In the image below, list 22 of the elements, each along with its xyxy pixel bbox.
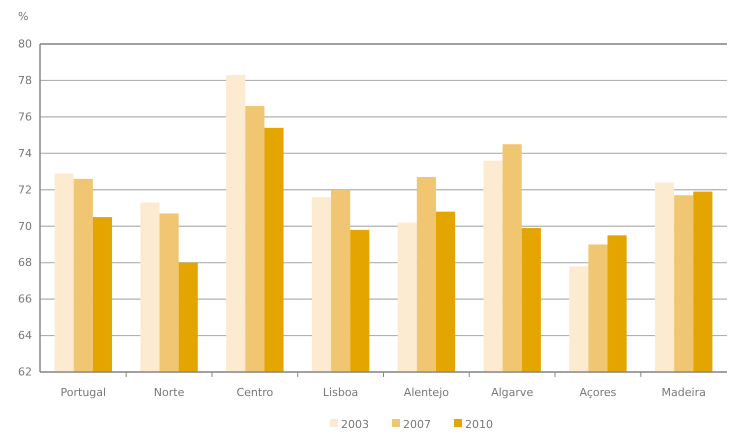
y-tick-label: 74 (18, 146, 32, 160)
legend-label: 2010 (465, 418, 493, 431)
y-tick-label: 80 (18, 38, 32, 51)
y-tick-label: 78 (18, 74, 32, 87)
x-tick-label: Centro (236, 386, 274, 399)
x-tick-label: Lisboa (322, 386, 358, 399)
y-tick-label: 62 (18, 366, 32, 379)
legend-label: 2007 (403, 418, 431, 431)
x-tick-label: Madeira (662, 386, 706, 399)
y-tick-label: 64 (18, 329, 32, 342)
y-tick-label: 66 (18, 292, 32, 306)
x-tick-label: Norte (154, 386, 185, 399)
y-tick-label: 70 (18, 220, 32, 233)
x-tick-label: Algarve (491, 386, 534, 399)
y-tick-label: 68 (18, 256, 32, 270)
x-tick-label: Alentejo (404, 386, 450, 399)
x-tick-label: Açores (579, 386, 617, 399)
y-tick-label: 76 (18, 110, 32, 124)
legend-label: 2003 (341, 418, 369, 431)
x-tick-label: Portugal (60, 386, 106, 399)
y-tick-label: 72 (18, 183, 32, 196)
y-axis-title: % (18, 10, 28, 23)
